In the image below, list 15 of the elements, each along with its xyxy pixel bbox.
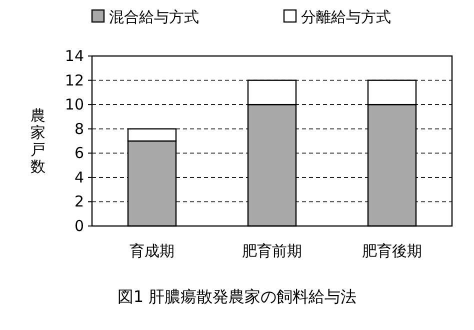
y-tick-label: 10 bbox=[64, 96, 84, 114]
y-tick-label: 0 bbox=[74, 217, 84, 235]
y-axis-title: 農家戸数 bbox=[30, 106, 46, 176]
y-tick-label: 6 bbox=[74, 144, 84, 162]
legend-label: 分離給与方式 bbox=[301, 8, 391, 26]
y-tick-label: 4 bbox=[74, 168, 84, 186]
y-tick-label: 8 bbox=[74, 120, 84, 138]
y-tick-label: 14 bbox=[64, 47, 84, 65]
text: 図1 肝膿瘍散発農家の飼料給与法 bbox=[117, 287, 357, 306]
x-tick-label: 肥育後期 bbox=[362, 242, 422, 260]
y-tick-label: 12 bbox=[64, 71, 84, 90]
y-tick-label: 2 bbox=[74, 192, 84, 211]
x-tick-label: 肥育前期 bbox=[242, 242, 302, 260]
legend-label: 混合給与方式 bbox=[109, 8, 199, 26]
x-tick-label: 育成期 bbox=[130, 242, 174, 260]
